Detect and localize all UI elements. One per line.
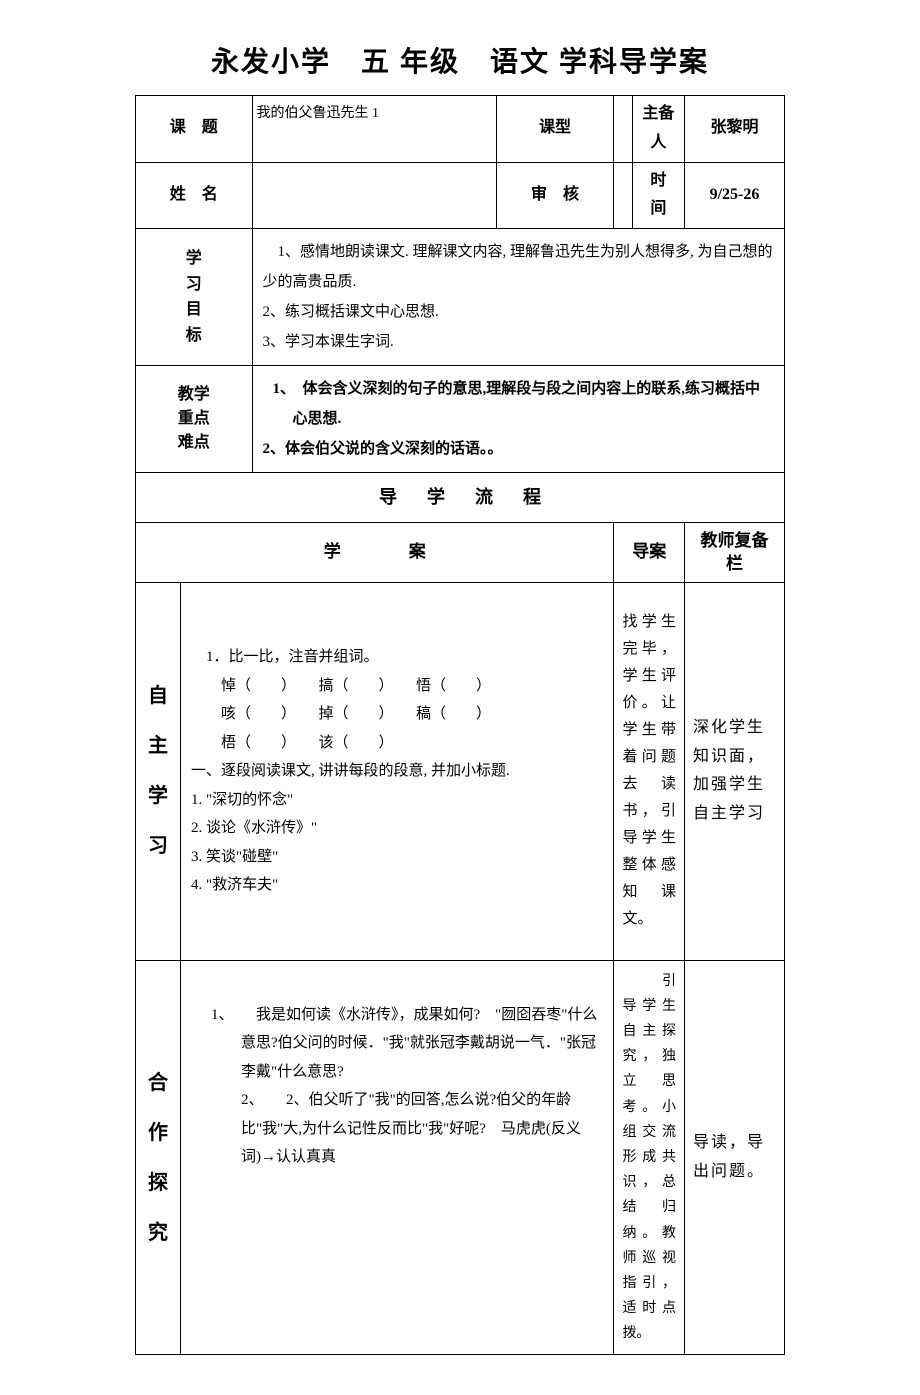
difficulty-label: 教学 重点 难点 (136, 366, 253, 473)
type-label: 课型 (496, 96, 614, 163)
cooperate-label: 合 作 探 究 (136, 960, 181, 1355)
topic-value: 我的伯父鲁迅先生 1 (252, 96, 496, 163)
flow-header-row: 导学流程 (136, 473, 785, 522)
goals-row: 学 习 目 标 1、感情地朗读课文. 理解课文内容, 理解鲁迅先生为别人想得多,… (136, 229, 785, 366)
header-row-2: 姓 名 审 核 时 间 9/25-26 (136, 162, 785, 229)
review-label: 审 核 (496, 162, 614, 229)
self-study-row: 自 主 学 习 1．比一比，注音并组词。 悼（ ） 搞（ ） 悟（ ） 咳（ ）… (136, 583, 785, 961)
review-value (614, 162, 632, 229)
teacher-header: 教师复备栏 (685, 522, 785, 583)
sub-header-row: 学 案 导案 教师复备栏 (136, 522, 785, 583)
cooperate-guide: 引导学生自主探究，独立思考。小组交流形成共识，总结归纳。教师巡视指引，适时点拨。 (614, 960, 685, 1355)
difficulty-row: 教学 重点 难点 1、 体会含义深刻的句子的意思,理解段与段之间内容上的联系,练… (136, 366, 785, 473)
flow-header: 导学流程 (136, 473, 785, 522)
cooperate-content: 1、 我是如何读《水浒传》，成果如何? "囫囵吞枣"什么意思?伯父问的时候．"我… (181, 960, 614, 1355)
difficulty-content: 1、 体会含义深刻的句子的意思,理解段与段之间内容上的联系,练习概括中心思想. … (252, 366, 784, 473)
time-value: 9/25-26 (685, 162, 785, 229)
goals-content: 1、感情地朗读课文. 理解课文内容, 理解鲁迅先生为别人想得多, 为自己想的少的… (252, 229, 784, 366)
cooperate-row: 合 作 探 究 1、 我是如何读《水浒传》，成果如何? "囫囵吞枣"什么意思?伯… (136, 960, 785, 1355)
goals-label: 学 习 目 标 (136, 229, 253, 366)
self-study-label: 自 主 学 习 (136, 583, 181, 961)
self-study-teacher: 深化学生知识面，加强学生自主学习 (685, 583, 785, 961)
preparer-label: 主备人 (632, 96, 684, 163)
name-label: 姓 名 (136, 162, 253, 229)
header-row-1: 课 题 我的伯父鲁迅先生 1 课型 主备人 张黎明 (136, 96, 785, 163)
preparer-value: 张黎明 (685, 96, 785, 163)
page-title: 永发小学 五 年级 语文 学科导学案 (20, 40, 900, 80)
cooperate-teacher: 导读，导出问题。 (685, 960, 785, 1355)
name-value (252, 162, 496, 229)
study-header: 学 案 (136, 522, 614, 583)
lesson-plan-table: 课 题 我的伯父鲁迅先生 1 课型 主备人 张黎明 姓 名 审 核 时 间 9/… (135, 95, 785, 1355)
time-label: 时 间 (632, 162, 684, 229)
guide-header: 导案 (614, 522, 685, 583)
self-study-content: 1．比一比，注音并组词。 悼（ ） 搞（ ） 悟（ ） 咳（ ） 掉（ ） 稿（… (181, 583, 614, 961)
topic-label: 课 题 (136, 96, 253, 163)
type-value (614, 96, 632, 163)
self-study-guide: 找学生完毕，学生评价。让学生带着问题去读书，引导学生整体感知课文。 (614, 583, 685, 961)
